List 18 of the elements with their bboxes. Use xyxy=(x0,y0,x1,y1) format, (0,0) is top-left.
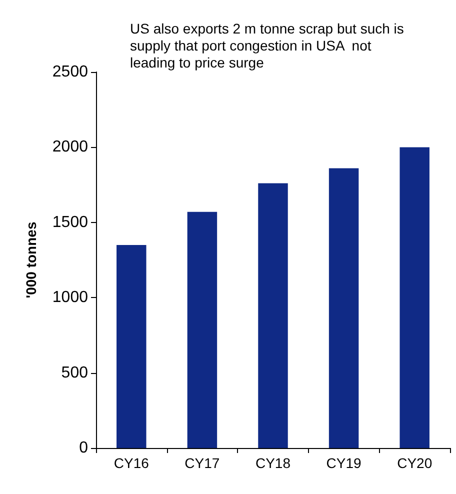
bar xyxy=(328,168,359,448)
bar xyxy=(258,183,288,448)
y-tick-label: 0 xyxy=(79,440,88,456)
x-tick-label: CY18 xyxy=(255,455,291,471)
y-tick-label: 2000 xyxy=(52,138,88,156)
y-tick-label: 1000 xyxy=(52,289,88,306)
x-tick-label: CY19 xyxy=(326,455,362,471)
bar xyxy=(116,244,146,448)
x-tick-label: CY17 xyxy=(184,455,220,471)
x-tick-label: CY20 xyxy=(397,455,432,471)
y-tick-label: 1500 xyxy=(52,214,88,231)
bar xyxy=(187,212,218,448)
x-tick-label: CY16 xyxy=(114,455,150,471)
y-tick-label: 2500 xyxy=(52,64,88,80)
y-axis-title: '000 tonnes xyxy=(23,222,39,298)
bar xyxy=(400,147,430,448)
y-tick-label: 500 xyxy=(61,364,88,382)
text: US also exports 2 m tonne scrap but such is supply that port congestion in USA not leading to price surge xyxy=(130,20,408,70)
